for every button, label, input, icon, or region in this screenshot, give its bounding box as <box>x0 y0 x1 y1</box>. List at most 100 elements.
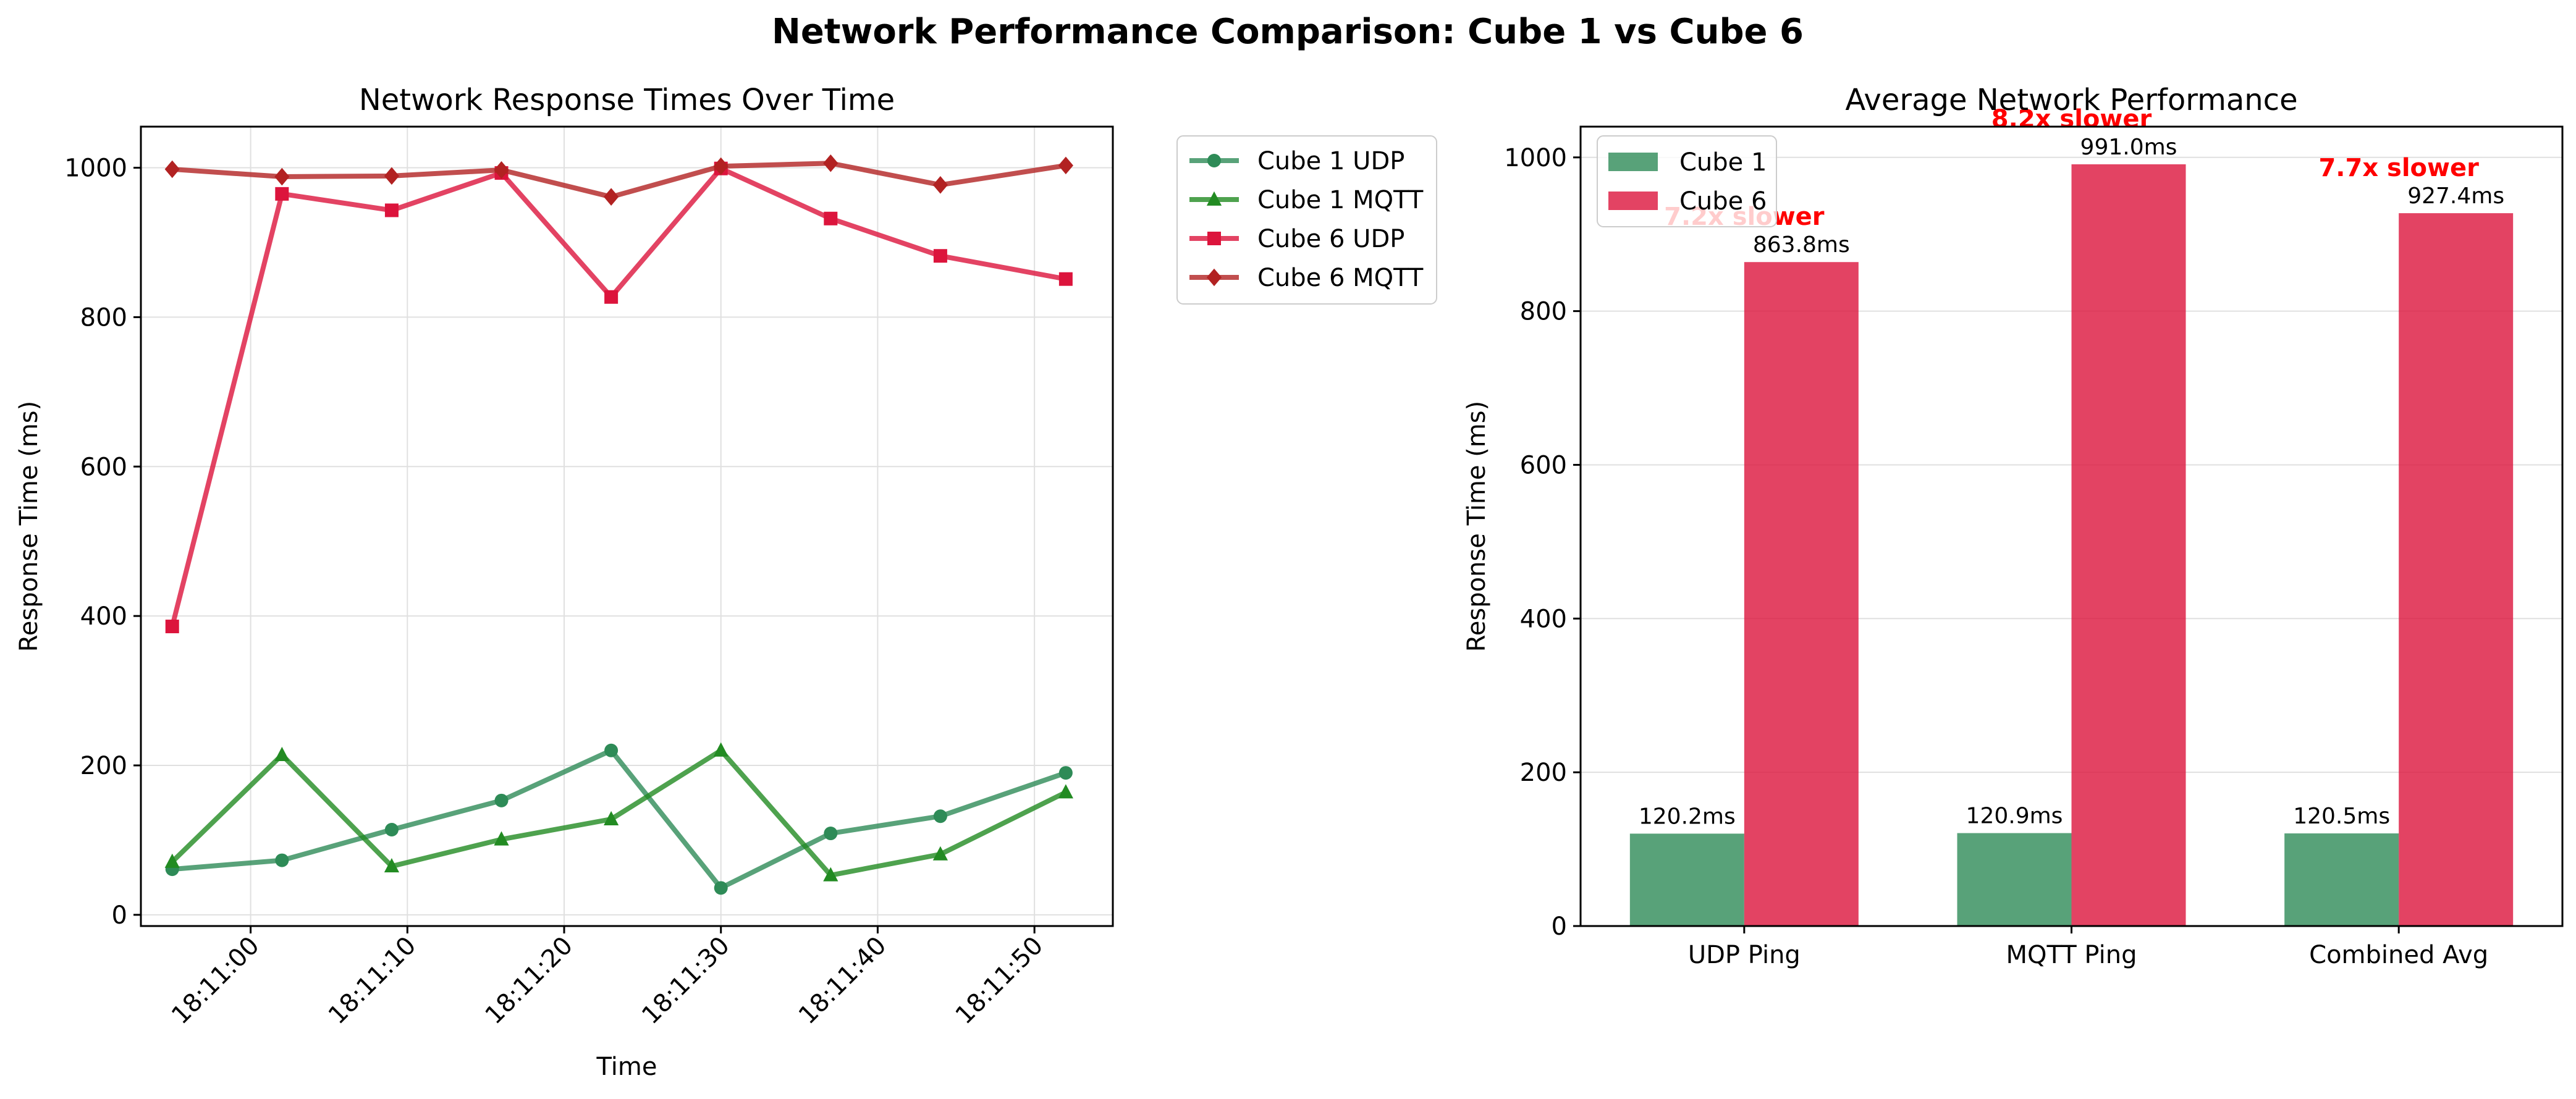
legend-label: Cube 1 <box>1679 148 1767 177</box>
y-tick-label: 0 <box>1552 912 1567 941</box>
y-tick-label: 800 <box>1520 298 1567 326</box>
data-point <box>1206 268 1222 287</box>
data-point <box>714 881 728 895</box>
x-tick-label: 18:11:30 <box>636 932 735 1030</box>
bar <box>1629 833 1744 926</box>
data-point <box>494 831 509 846</box>
legend-item: Cube 6 MQTT <box>1189 264 1424 292</box>
legend-item: Cube 1 UDP <box>1189 147 1404 175</box>
bar-value-label: 120.2ms <box>1639 804 1736 829</box>
data-point <box>384 858 400 873</box>
figure-title: Network Performance Comparison: Cube 1 v… <box>772 12 1804 52</box>
x-tick-label: 18:11:20 <box>480 932 579 1030</box>
legend-frame <box>1176 135 1437 305</box>
legend-label: Cube 6 <box>1679 187 1767 216</box>
legend-item: Cube 6 <box>1608 187 1767 216</box>
data-point <box>164 160 180 179</box>
y-tick-label: 1000 <box>1504 144 1567 172</box>
plot-frame <box>140 125 1114 927</box>
bar-chart-title: Average Network Performance <box>1845 83 2297 117</box>
data-point <box>165 620 179 634</box>
y-tick-label: 0 <box>112 901 127 930</box>
data-point <box>384 167 400 185</box>
plot-frame <box>1579 125 2564 927</box>
bar-legend: Cube 1 Cube 6 <box>1597 135 1777 227</box>
data-point <box>1058 272 1073 286</box>
data-point <box>932 846 948 861</box>
slowdown-annotation: 7.7x slower <box>2318 154 2479 182</box>
y-axis-label: Response Time (ms) <box>1463 401 1491 652</box>
data-point <box>823 867 838 882</box>
y-tick-label: 600 <box>1520 451 1567 479</box>
data-point <box>1206 191 1222 206</box>
data-point <box>1058 156 1073 175</box>
y-tick-label: 800 <box>80 303 127 332</box>
legend-swatch <box>1608 192 1658 210</box>
x-tick-label: 18:11:50 <box>950 932 1049 1030</box>
data-point <box>604 290 619 304</box>
legend-label: Cube 6 UDP <box>1257 225 1404 253</box>
y-tick-label: 1000 <box>64 154 127 183</box>
data-point <box>384 822 399 836</box>
y-tick-label: 200 <box>1520 759 1567 787</box>
legend-item: Cube 6 UDP <box>1189 225 1404 253</box>
line-legend: Cube 1 UDP Cube 1 MQTT Cube 6 UDP Cube 6 MQ… <box>1176 135 1437 305</box>
data-point <box>274 167 290 186</box>
bar <box>1744 262 1859 927</box>
y-tick-label: 400 <box>1520 605 1567 633</box>
series-cube-6-mqtt <box>164 154 1073 206</box>
series-line <box>169 166 1066 628</box>
bar-value-label: 120.9ms <box>1966 804 2063 829</box>
data-point <box>274 746 290 761</box>
x-tick-label: Combined Avg <box>2309 941 2488 969</box>
x-tick-label: 18:11:00 <box>166 932 265 1030</box>
legend-label: Cube 6 MQTT <box>1257 264 1424 292</box>
data-point <box>933 809 947 823</box>
x-tick-label: UDP Ping <box>1688 941 1801 969</box>
data-point <box>824 211 838 225</box>
data-point <box>384 203 399 217</box>
bar <box>2399 213 2514 927</box>
data-point <box>713 742 728 757</box>
series-cube-1-mqtt <box>164 742 1073 882</box>
data-point <box>604 811 619 825</box>
data-point <box>824 827 838 841</box>
legend-label: Cube 1 MQTT <box>1257 186 1424 214</box>
bar-value-label: 991.0ms <box>2080 135 2177 160</box>
x-axis-label: Time <box>596 1053 657 1081</box>
bar-value-label: 927.4ms <box>2407 183 2504 209</box>
bar <box>2071 164 2186 927</box>
data-point <box>494 161 509 179</box>
data-point <box>494 793 509 807</box>
data-point <box>1058 766 1073 780</box>
data-point <box>1207 232 1221 245</box>
data-point <box>164 853 180 868</box>
slowdown-annotation: 8.2x slower <box>1991 105 2152 133</box>
y-tick-label: 200 <box>80 752 127 780</box>
bar <box>2284 833 2399 926</box>
legend-label: Cube 1 UDP <box>1257 147 1404 175</box>
data-point <box>1207 154 1221 167</box>
bar-value-label: 120.5ms <box>2293 804 2390 829</box>
x-tick-label: 18:11:10 <box>323 932 422 1030</box>
data-point <box>933 249 947 263</box>
series-line <box>170 747 1067 878</box>
y-axis-label: Response Time (ms) <box>15 401 43 652</box>
x-tick-label: 18:11:40 <box>793 932 892 1030</box>
series-cube-6-udp <box>165 161 1073 634</box>
line-chart: 0 200 400 600 800 1000 18:11:00 18:11:10 18:11:2… <box>15 83 1437 1081</box>
legend-swatch <box>1608 153 1658 171</box>
data-point <box>932 176 948 194</box>
data-point <box>1058 784 1073 799</box>
series-line <box>172 747 1067 891</box>
bar-value-label: 863.8ms <box>1753 232 1850 258</box>
data-point <box>604 743 619 757</box>
data-point <box>275 853 289 867</box>
series-cube-1-udp <box>165 743 1073 895</box>
